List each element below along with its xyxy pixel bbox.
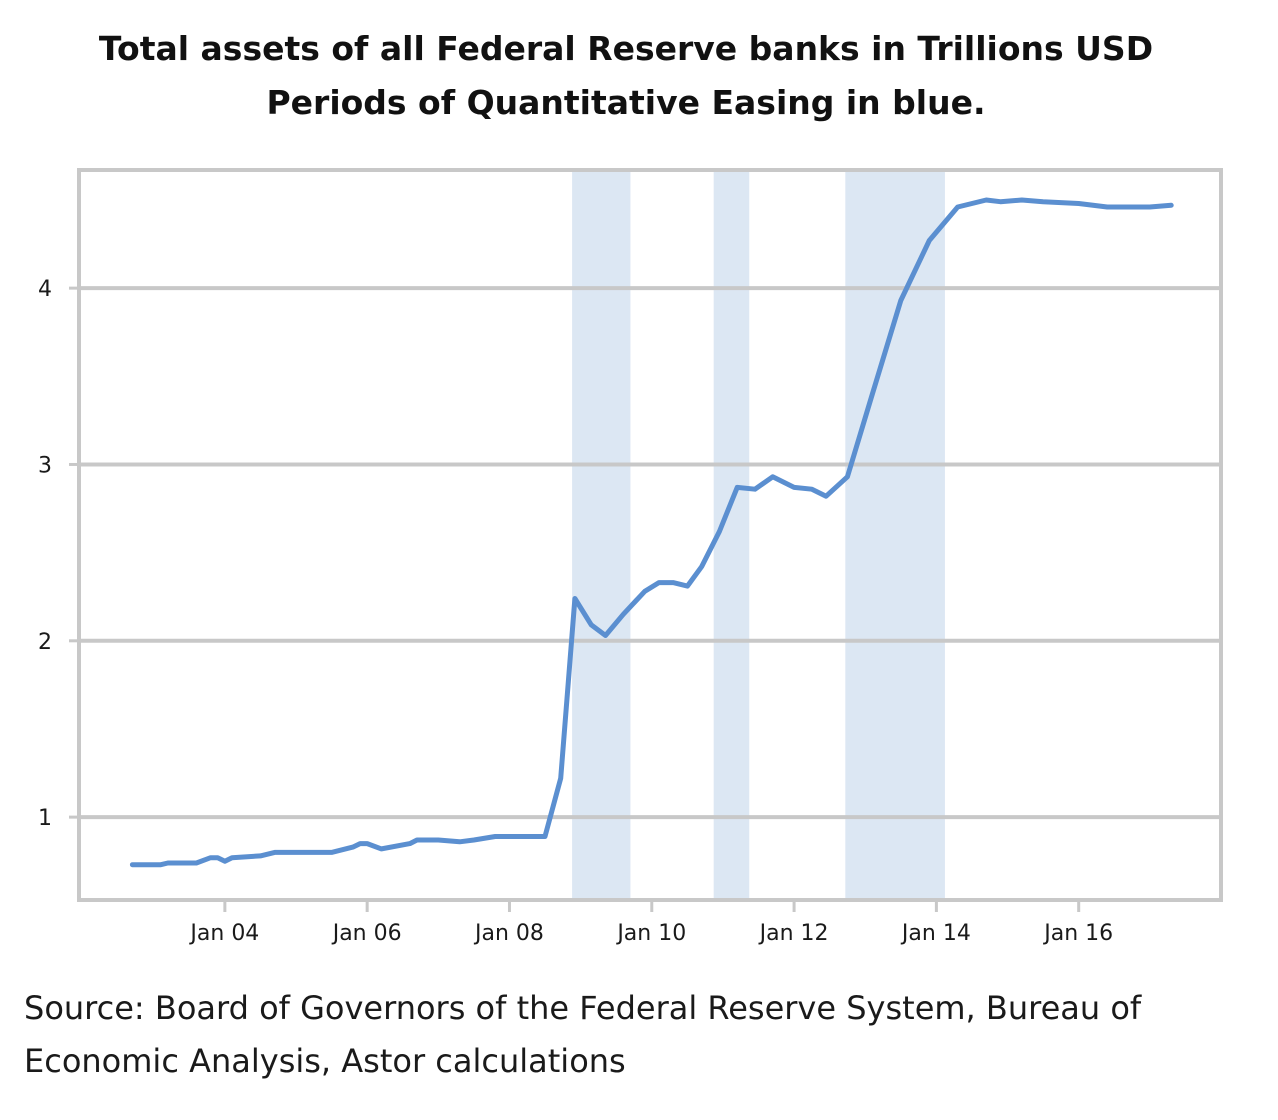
plot-frame-layer	[77, 168, 1223, 902]
y-tick-label: 2	[38, 630, 52, 655]
series-line-1	[129, 197, 1174, 868]
x-tick-label: Jan 06	[331, 921, 402, 946]
chart-subtitle: Periods of Quantitative Easing in blue.	[266, 83, 986, 122]
x-tick-label: Jan 10	[615, 921, 686, 946]
x-tick-label: Jan 08	[473, 921, 544, 946]
x-axis: Jan 04 Jan 06 Jan 08 Jan 10 Jan 12 Jan 14 Jan …	[188, 900, 1113, 946]
x-tick-label: Jan 14	[900, 921, 971, 946]
y-tick-label: 1	[38, 806, 52, 831]
y-axis: 1 2 3 4	[38, 277, 79, 831]
chart-title: Total assets of all Federal Reserve bank…	[98, 29, 1154, 68]
plot-frame	[77, 168, 1223, 902]
x-tick-label: Jan 16	[1042, 921, 1113, 946]
chart-title-block: Total assets of all Federal Reserve bank…	[0, 22, 1252, 130]
qe-shading-layer	[572, 170, 945, 900]
qe-period-1	[572, 170, 631, 900]
y-tick-label: 3	[38, 453, 52, 478]
qe-period-3	[845, 170, 945, 900]
y-tick-label: 4	[38, 277, 52, 302]
series-layer	[129, 197, 1174, 868]
source-note: Source: Board of Governors of the Federa…	[24, 989, 1142, 1080]
chart: Jan 04 Jan 06 Jan 08 Jan 10 Jan 12 Jan 14 Jan …	[38, 168, 1223, 946]
x-tick-label: Jan 04	[188, 921, 259, 946]
x-tick-label: Jan 12	[758, 921, 829, 946]
gridlines	[79, 286, 1221, 820]
